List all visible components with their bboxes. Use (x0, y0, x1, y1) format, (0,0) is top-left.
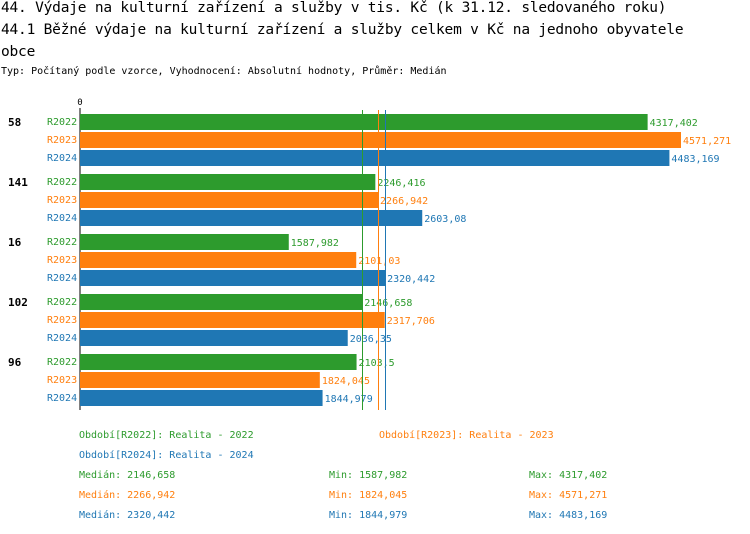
bar-r2023 (80, 312, 385, 328)
bar-r2024 (80, 390, 323, 406)
stat-min-r2023: Min: 1824,045 (329, 490, 408, 501)
category-label: 58 (8, 116, 21, 129)
category-label: 102 (8, 296, 28, 309)
data-label: 2036,35 (350, 334, 392, 345)
data-label: 2320,442 (387, 274, 435, 285)
series-label: R2024 (47, 213, 77, 224)
data-label: 4483,169 (671, 154, 719, 165)
chart-subtitle-heading: 44.1 Běžné výdaje na kulturní zařízení a… (1, 22, 684, 38)
data-label: 2103,5 (359, 358, 395, 369)
series-label: R2023 (47, 255, 77, 266)
bar-r2024 (80, 210, 423, 226)
series-label: R2023 (47, 195, 77, 206)
stat-max-r2024: Max: 4483,169 (529, 510, 608, 521)
category-label: 141 (8, 176, 28, 189)
stat-median-r2024: Medián: 2320,442 (79, 510, 176, 521)
bar-r2023 (80, 372, 320, 388)
bar-r2024 (80, 270, 386, 286)
data-label: 1824,045 (322, 376, 370, 387)
bar-r2024 (80, 330, 348, 346)
legend-series-r2024: Období[R2024]: Realita - 2024 (79, 450, 254, 461)
category-label: 16 (8, 236, 22, 249)
stat-median-r2022: Medián: 2146,658 (79, 470, 176, 481)
series-label: R2024 (47, 273, 77, 284)
series-label: R2022 (47, 117, 77, 128)
category-label: 96 (8, 356, 22, 369)
bar-r2022 (80, 174, 376, 190)
stat-median-r2023: Medián: 2266,942 (79, 490, 176, 501)
data-label: 4317,402 (650, 118, 698, 129)
series-label: R2022 (47, 237, 77, 248)
series-label: R2024 (47, 393, 77, 404)
bar-r2022 (80, 294, 363, 310)
series-label: R2022 (47, 297, 77, 308)
chart-subtitle-heading-continued: obce (1, 44, 36, 60)
data-label: 2603,08 (424, 214, 466, 225)
axis-zero-label: 0 (77, 98, 82, 108)
bar-r2022 (80, 354, 357, 370)
series-label: R2024 (47, 153, 77, 164)
series-label: R2024 (47, 333, 77, 344)
bar-r2024 (80, 150, 670, 166)
legend-series-r2023: Období[R2023]: Realita - 2023 (379, 430, 554, 441)
bar-r2023 (80, 192, 379, 208)
chart-title: 44. Výdaje na kulturní zařízení a služby… (1, 0, 667, 16)
legend-series-r2022: Období[R2022]: Realita - 2022 (79, 430, 254, 441)
stat-min-r2024: Min: 1844,979 (329, 510, 408, 521)
bar-r2022 (80, 234, 289, 250)
bar-r2022 (80, 114, 648, 130)
chart-type-description: Typ: Počítaný podle vzorce, Vyhodnocení:… (1, 66, 447, 77)
stat-max-r2022: Max: 4317,402 (529, 470, 608, 481)
stat-max-r2023: Max: 4571,271 (529, 490, 608, 501)
data-label: 1844,979 (325, 394, 373, 405)
bar-r2023 (80, 132, 681, 148)
data-label: 2246,416 (377, 178, 425, 189)
data-label: 4571,271 (683, 136, 731, 147)
series-label: R2023 (47, 135, 77, 146)
data-label: 2146,658 (364, 298, 412, 309)
series-label: R2023 (47, 315, 77, 326)
data-label: 2101,03 (358, 256, 400, 267)
series-label: R2022 (47, 177, 77, 188)
bar-r2023 (80, 252, 357, 268)
data-label: 1587,982 (291, 238, 339, 249)
stat-min-r2022: Min: 1587,982 (329, 470, 408, 481)
data-label: 2317,706 (387, 316, 435, 327)
bar-chart: 0 58 R2022 4317,402 R2023 4571,271 R2024 4483,1… (8, 98, 731, 410)
data-label: 2266,942 (380, 196, 428, 207)
series-label: R2023 (47, 375, 77, 386)
series-label: R2022 (47, 357, 77, 368)
